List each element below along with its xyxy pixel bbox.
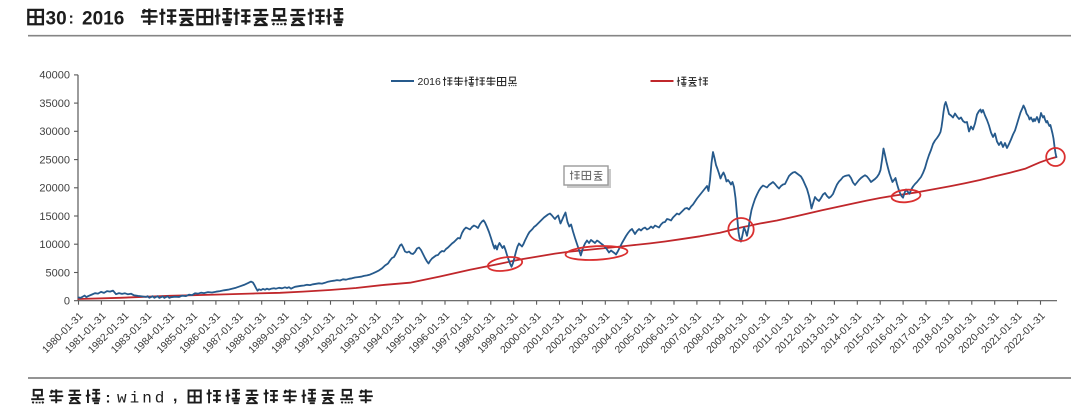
svg-text:25000: 25000 [39,154,70,166]
svg-text:30000: 30000 [39,126,70,138]
svg-text:wind: wind [117,390,167,408]
svg-text:2016: 2016 [418,76,442,88]
svg-text:15000: 15000 [39,211,70,223]
svg-text:0: 0 [64,296,70,308]
svg-text:30: 30 [46,9,67,30]
svg-text:20000: 20000 [39,183,70,195]
svg-text::: : [69,11,74,28]
svg-text:10000: 10000 [39,239,70,251]
svg-text:40000: 40000 [39,70,70,82]
svg-text:35000: 35000 [39,98,70,110]
svg-text:2016: 2016 [82,9,124,30]
svg-text:,: , [173,388,177,405]
svg-text::: : [106,390,111,407]
svg-text:5000: 5000 [46,267,70,279]
